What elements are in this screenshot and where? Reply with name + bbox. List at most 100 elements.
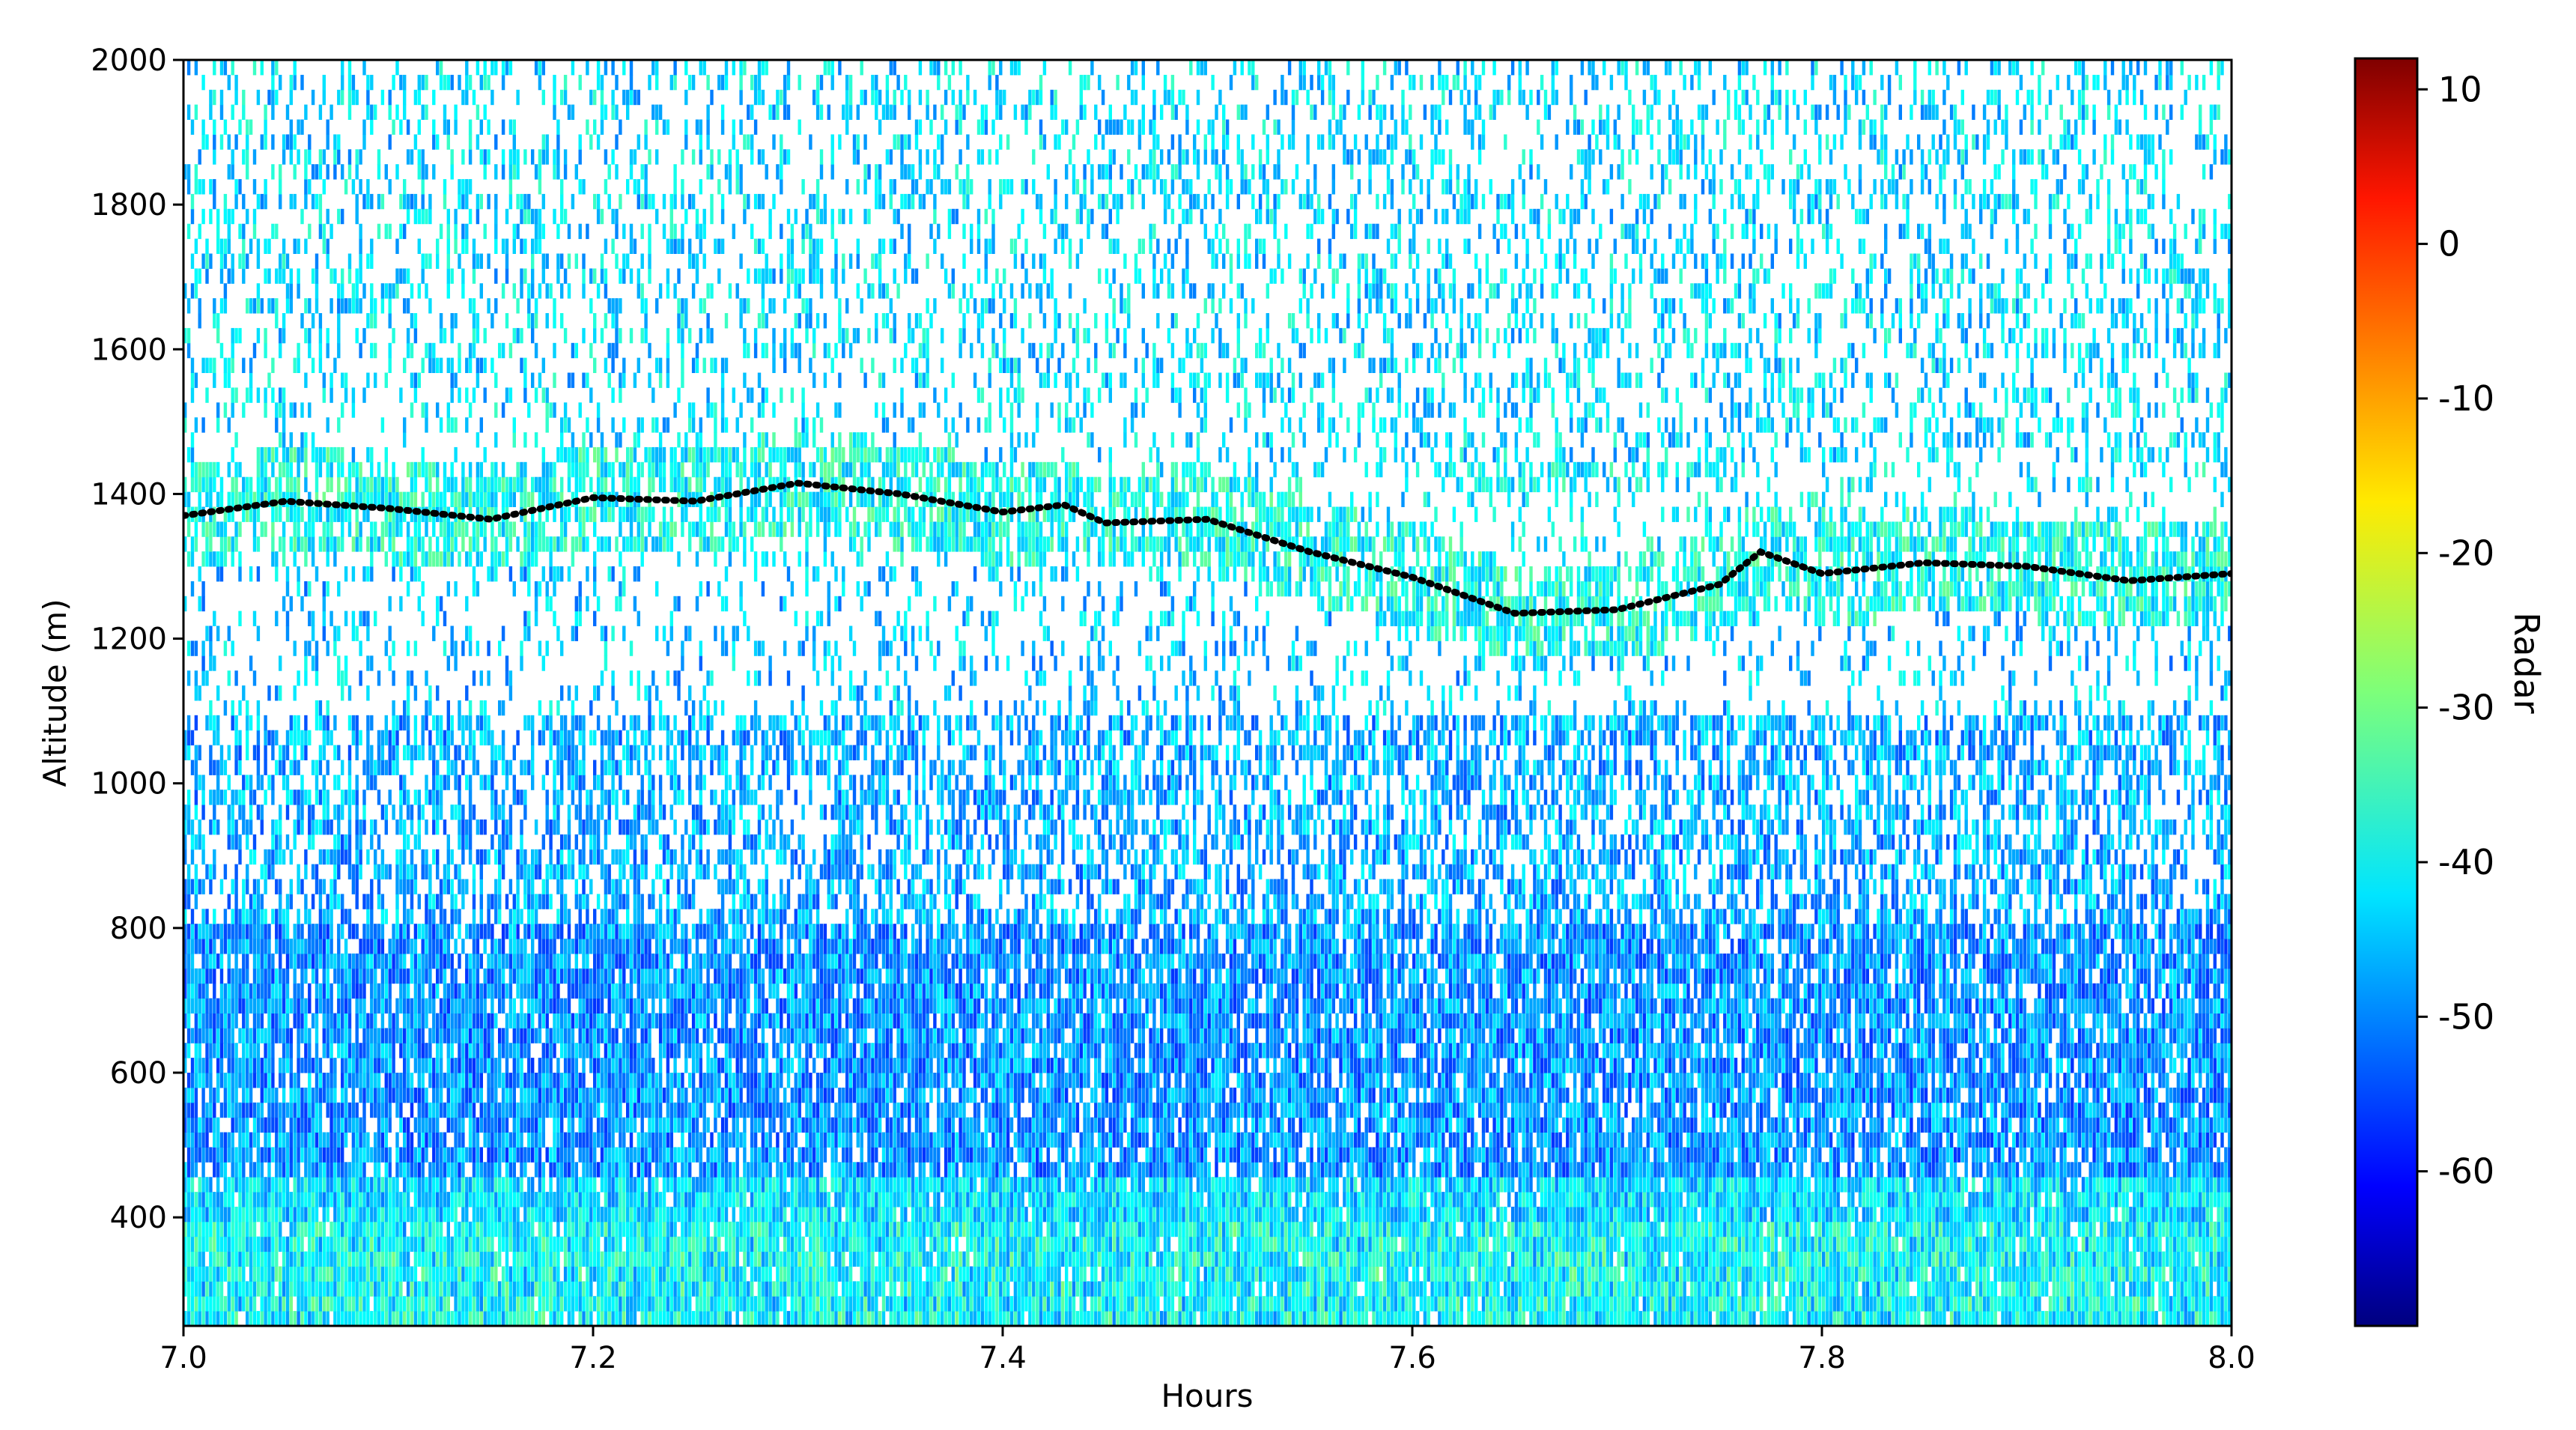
heatmap-cell — [297, 461, 300, 478]
heatmap-cell — [326, 521, 329, 537]
heatmap-cell — [541, 1058, 545, 1073]
heatmap-cell — [531, 849, 535, 865]
heatmap-cell — [242, 953, 246, 969]
heatmap-cell — [531, 327, 535, 344]
heatmap-cell — [256, 566, 261, 582]
heatmap-cell — [403, 1087, 407, 1103]
heatmap-cell — [479, 1296, 483, 1312]
heatmap-cell — [271, 357, 275, 373]
heatmap-cell — [246, 700, 249, 716]
heatmap-cell — [304, 1102, 308, 1118]
heatmap-cell — [246, 253, 249, 269]
heatmap-cell — [216, 1147, 220, 1163]
heatmap-cell — [479, 864, 483, 879]
heatmap-cell — [359, 238, 362, 254]
heatmap-cell — [351, 1102, 356, 1118]
heatmap-cell — [315, 1073, 319, 1088]
heatmap-cell — [293, 1073, 297, 1088]
heatmap-cell — [304, 864, 308, 879]
heatmap-cell — [428, 1281, 432, 1297]
heatmap-cell — [476, 1251, 480, 1267]
heatmap-cell — [227, 1102, 231, 1118]
heatmap-cell — [549, 596, 553, 612]
heatmap-cell — [242, 1058, 246, 1073]
heatmap-cell — [205, 491, 209, 507]
heatmap-cell — [472, 745, 476, 760]
heatmap-cell — [234, 1236, 238, 1252]
heatmap-cell — [326, 1251, 329, 1267]
heatmap-cell — [531, 953, 535, 969]
heatmap-cell — [209, 1058, 213, 1073]
heatmap-cell — [351, 924, 356, 939]
heatmap-cell — [403, 1221, 407, 1237]
heatmap-cell — [545, 1192, 549, 1208]
heatmap-cell — [282, 760, 286, 775]
heatmap-cell — [227, 1132, 231, 1148]
heatmap-cell — [308, 953, 312, 969]
heatmap-cell — [468, 968, 473, 984]
heatmap-cell — [322, 387, 326, 403]
heatmap-cell — [227, 1177, 231, 1193]
heatmap-cell — [553, 1162, 556, 1178]
heatmap-cell — [347, 506, 352, 522]
heatmap-cell — [205, 998, 209, 1014]
heatmap-cell — [198, 1073, 201, 1088]
heatmap-cell — [553, 461, 556, 478]
heatmap-cell — [428, 1192, 432, 1208]
heatmap-cell — [249, 939, 253, 954]
heatmap-cell — [194, 268, 198, 284]
heatmap-cell — [567, 775, 571, 790]
heatmap-cell — [461, 1013, 465, 1028]
heatmap-cell — [300, 1058, 304, 1073]
heatmap-cell — [421, 998, 425, 1014]
heatmap-cell — [318, 1311, 323, 1326]
heatmap-cell — [359, 1311, 362, 1326]
heatmap-cell — [490, 491, 494, 507]
heatmap-cell — [242, 805, 246, 820]
heatmap-cell — [264, 924, 267, 939]
heatmap-cell — [531, 551, 535, 567]
heatmap-cell — [527, 1132, 531, 1148]
heatmap-cell — [209, 208, 213, 225]
heatmap-cell — [425, 1281, 428, 1297]
heatmap-cell — [374, 1236, 377, 1252]
heatmap-cell — [264, 760, 267, 775]
heatmap-cell — [359, 1177, 362, 1193]
heatmap-cell — [534, 953, 538, 969]
heatmap-cell — [523, 760, 527, 775]
heatmap-cell — [234, 1281, 238, 1297]
heatmap-cell — [201, 1132, 205, 1148]
heatmap-cell — [370, 1043, 374, 1058]
heatmap-cell — [468, 119, 473, 135]
heatmap-cell — [282, 417, 286, 433]
heatmap-cell — [374, 968, 377, 984]
heatmap-cell — [567, 983, 571, 999]
heatmap-cell — [201, 1206, 205, 1223]
heatmap-cell — [454, 104, 458, 120]
heatmap-cell — [505, 1013, 509, 1028]
heatmap-cell — [436, 894, 440, 909]
heatmap-cell — [198, 179, 201, 195]
heatmap-cell — [399, 1162, 403, 1178]
heatmap-cell — [527, 1311, 531, 1326]
heatmap-cell — [256, 506, 261, 522]
heatmap-cell — [563, 1073, 568, 1088]
heatmap-cell — [520, 760, 523, 775]
heatmap-cell — [494, 536, 498, 552]
heatmap-cell — [501, 968, 505, 984]
heatmap-cell — [183, 1251, 187, 1267]
heatmap-cell — [260, 998, 264, 1014]
heatmap-cell — [468, 298, 473, 314]
heatmap-cell — [201, 834, 205, 850]
heatmap-cell — [479, 149, 483, 165]
heatmap-cell — [216, 1266, 220, 1282]
heatmap-cell — [417, 1251, 421, 1267]
heatmap-cell — [293, 521, 297, 537]
heatmap-cell — [458, 387, 461, 403]
heatmap-cell — [198, 1206, 201, 1223]
heatmap-cell — [252, 1251, 257, 1267]
heatmap-cell — [362, 566, 366, 582]
heatmap-cell — [468, 1266, 473, 1282]
heatmap-cell — [279, 1221, 282, 1237]
heatmap-cell — [567, 819, 571, 835]
